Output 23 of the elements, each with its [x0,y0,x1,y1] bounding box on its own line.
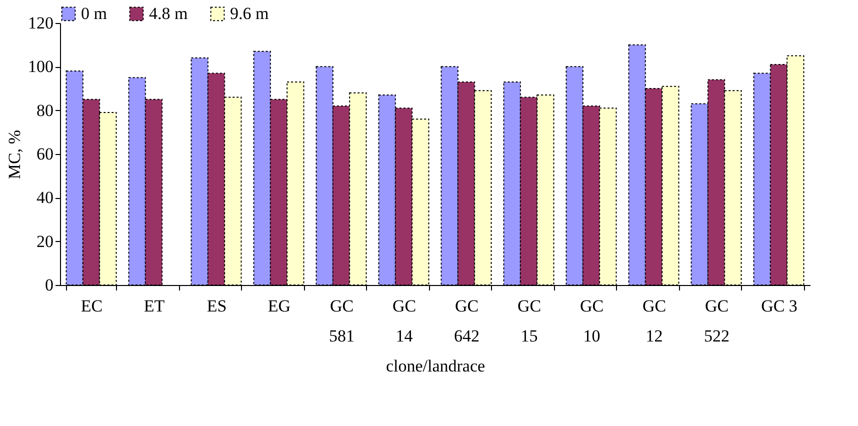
x-tick-label: ET [144,296,166,316]
y-tick-label: 80 [36,100,54,120]
x-tick-label: GC 12 [642,296,666,346]
x-tick-label: GC 642 [454,296,480,346]
y-tick-label: 100 [28,57,54,76]
x-tick-label: GC 10 [580,296,604,346]
legend-label: 4.8 m [149,4,188,23]
y-tick-label: 60 [36,144,54,164]
x-tick-label: GC 581 [329,296,354,346]
legend-label: 9.6 m [230,4,269,23]
x-tick-label: EG [268,296,291,316]
y-axis-title: MC, % [5,130,24,180]
y-tick-label: 40 [36,188,54,208]
y-tick-label: 20 [36,232,54,251]
y-tick-label: 0 [45,276,54,294]
x-tick-label: GC 3 [761,296,798,316]
x-tick-label: GC 15 [517,296,542,346]
y-tick-label: 120 [28,14,54,32]
legend-label: 0 m [81,4,107,23]
x-tick-label: ES [206,296,227,316]
x-axis-title: clone/landrace [386,356,486,376]
x-tick-label: GC 522 [704,296,730,346]
x-tick-label: EC [80,296,103,316]
